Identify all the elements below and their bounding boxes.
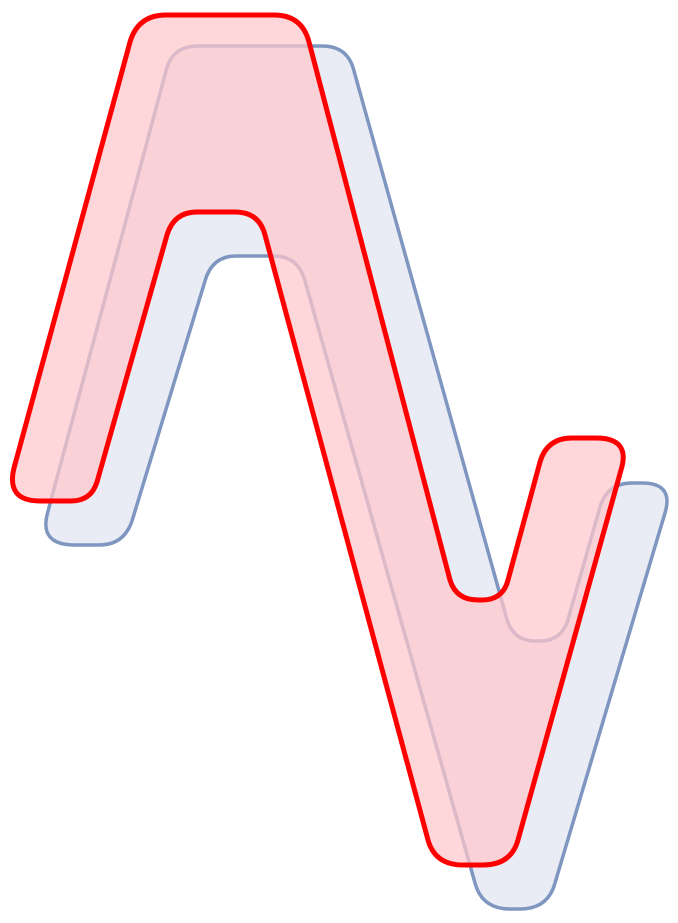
- red-zigzag-shape: [10, 12, 626, 868]
